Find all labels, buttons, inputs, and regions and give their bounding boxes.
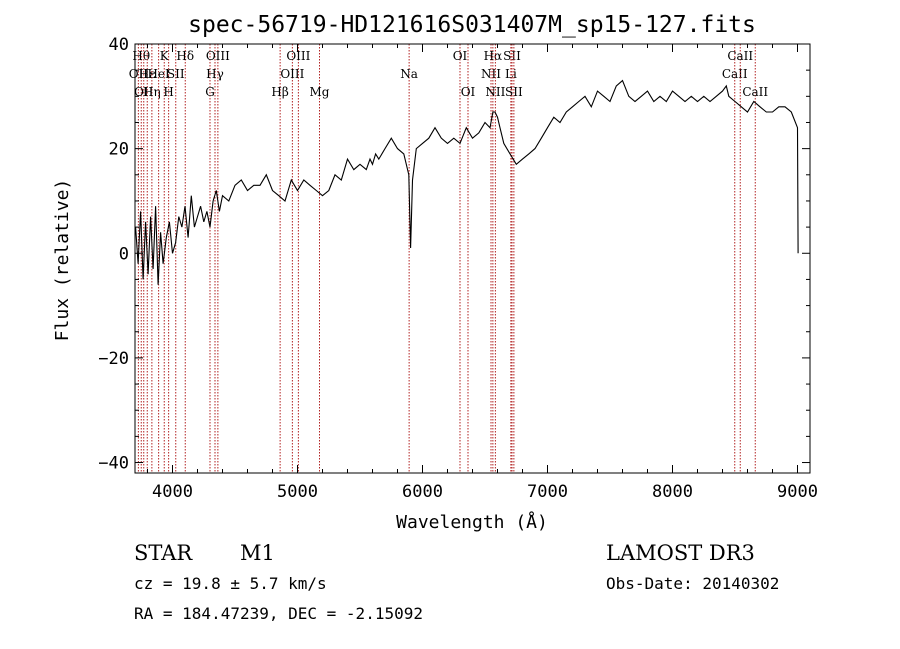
survey-name: LAMOST DR3 — [606, 541, 755, 565]
line-marker-label-17: Na — [400, 67, 418, 81]
x-tick-label-0: 4000 — [152, 482, 193, 502]
chart-title: spec-56719-HD121616S031407M_sp15-127.fit… — [188, 12, 756, 38]
line-marker-label-28: CaII — [742, 85, 768, 99]
redshift-cz: cz = 19.8 ± 5.7 km/s — [134, 574, 327, 593]
y-tick-label-3: 20 — [109, 140, 129, 160]
x-tick-label-3: 7000 — [527, 482, 568, 502]
y-axis-label: Flux (relative) — [52, 179, 73, 342]
line-marker-label-12: OIII — [206, 49, 230, 63]
object-subclass: M1 — [240, 541, 275, 565]
line-marker-label-18: OI — [453, 49, 468, 63]
x-axis: 4000 5000 6000 7000 8000 9000 — [147, 44, 818, 502]
line-marker-label-25: SII — [505, 85, 523, 99]
x-axis-label: Wavelength (Å) — [396, 511, 548, 533]
y-tick-label-2: 0 — [119, 244, 129, 264]
line-marker-label-23: Li — [505, 67, 517, 81]
line-marker-label-16: Mg — [310, 85, 330, 99]
y-tick-label-4: 40 — [109, 35, 129, 55]
line-marker-label-13: Hβ — [271, 85, 288, 99]
line-marker-label-1: Hθ — [132, 49, 150, 63]
x-tick-label-1: 5000 — [277, 482, 318, 502]
spectrum-series-line — [135, 79, 799, 285]
line-marker-label-15: OIII — [286, 49, 310, 63]
line-marker-label-19: OI — [461, 85, 476, 99]
line-marker-label-22: NII — [485, 85, 505, 99]
y-tick-label-0: −40 — [98, 454, 129, 474]
plot-frame — [134, 43, 811, 474]
line-marker-label-7: H — [163, 85, 173, 99]
y-axis: −40 −20 0 20 40 — [98, 35, 810, 474]
x-tick-label-5: 9000 — [777, 482, 818, 502]
line-marker-label-9: Hδ — [176, 49, 194, 63]
x-tick-label-2: 6000 — [402, 482, 443, 502]
y-tick-label-1: −20 — [98, 349, 129, 369]
line-marker-label-26: CaII — [722, 67, 748, 81]
observation-date: Obs-Date: 20140302 — [606, 574, 779, 593]
line-markers: OIIHθOIIHεHηHeIKHSIIHδGHγOIIIHβOIIIOIIIM… — [129, 44, 768, 473]
line-marker-label-24: SII — [503, 49, 521, 63]
x-tick-label-4: 8000 — [652, 482, 693, 502]
line-marker-label-4: Hη — [143, 85, 161, 99]
line-marker-label-10: G — [205, 85, 215, 99]
object-class: STAR — [134, 541, 193, 565]
line-marker-label-6: K — [160, 49, 170, 63]
line-marker-label-2: OII — [134, 85, 154, 99]
line-marker-label-21: Hα — [484, 49, 503, 63]
line-marker-label-14: OIII — [280, 67, 304, 81]
line-marker-label-8: SII — [167, 67, 185, 81]
ra-dec-coordinates: RA = 184.47239, DEC = -2.15092 — [134, 604, 423, 623]
line-marker-label-27: CaII — [727, 49, 753, 63]
line-marker-label-20: NII — [481, 67, 501, 81]
line-marker-label-11: Hγ — [206, 67, 224, 81]
